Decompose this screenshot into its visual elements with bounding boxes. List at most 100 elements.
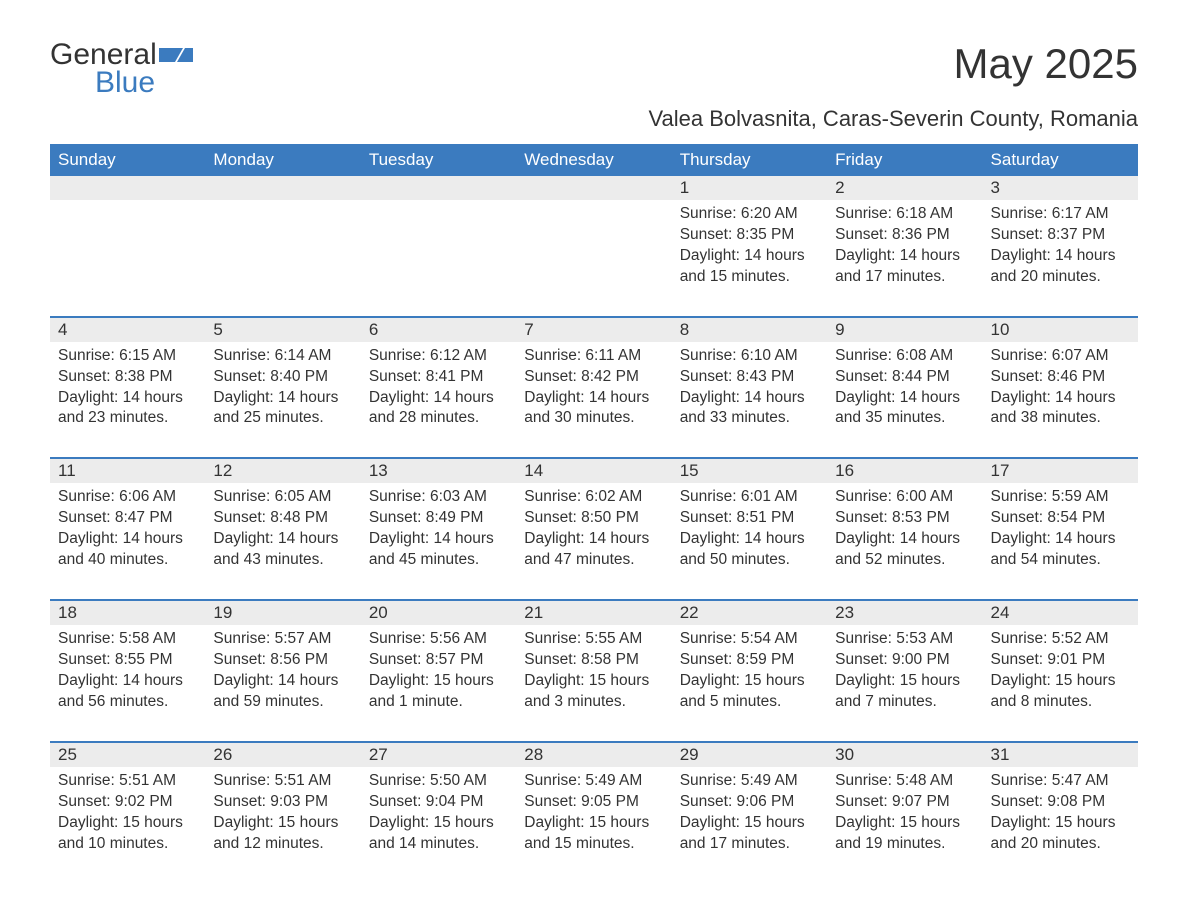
- day-detail-cell: Sunrise: 6:18 AMSunset: 8:36 PMDaylight:…: [827, 200, 982, 317]
- day-number-cell: 7: [516, 317, 671, 342]
- daylight-text: Daylight: 14 hours and 40 minutes.: [58, 529, 197, 571]
- sunset-text: Sunset: 8:47 PM: [58, 508, 197, 529]
- daylight-text: Daylight: 14 hours and 33 minutes.: [680, 388, 819, 430]
- day-detail-cell: Sunrise: 5:48 AMSunset: 9:07 PMDaylight:…: [827, 767, 982, 883]
- weekday-row: SundayMondayTuesdayWednesdayThursdayFrid…: [50, 144, 1138, 176]
- sunset-text: Sunset: 8:49 PM: [369, 508, 508, 529]
- calendar-table: SundayMondayTuesdayWednesdayThursdayFrid…: [50, 144, 1138, 882]
- sunrise-text: Sunrise: 6:02 AM: [524, 487, 663, 508]
- daylight-text: Daylight: 15 hours and 5 minutes.: [680, 671, 819, 713]
- detail-row: Sunrise: 5:51 AMSunset: 9:02 PMDaylight:…: [50, 767, 1138, 883]
- day-detail-cell: Sunrise: 6:03 AMSunset: 8:49 PMDaylight:…: [361, 483, 516, 600]
- sunrise-text: Sunrise: 6:06 AM: [58, 487, 197, 508]
- day-number-cell: 9: [827, 317, 982, 342]
- day-number-cell: 13: [361, 458, 516, 483]
- sunrise-text: Sunrise: 5:47 AM: [991, 771, 1130, 792]
- page-title: May 2025: [954, 40, 1138, 88]
- sunset-text: Sunset: 8:56 PM: [213, 650, 352, 671]
- day-number-cell: 28: [516, 742, 671, 767]
- day-detail-cell: Sunrise: 5:51 AMSunset: 9:02 PMDaylight:…: [50, 767, 205, 883]
- daylight-text: Daylight: 14 hours and 15 minutes.: [680, 246, 819, 288]
- sunset-text: Sunset: 8:50 PM: [524, 508, 663, 529]
- sunrise-text: Sunrise: 6:17 AM: [991, 204, 1130, 225]
- sunset-text: Sunset: 9:08 PM: [991, 792, 1130, 813]
- calendar-body: 123Sunrise: 6:20 AMSunset: 8:35 PMDaylig…: [50, 176, 1138, 882]
- day-number-cell: 17: [983, 458, 1138, 483]
- detail-row: Sunrise: 6:06 AMSunset: 8:47 PMDaylight:…: [50, 483, 1138, 600]
- sunrise-text: Sunrise: 6:05 AM: [213, 487, 352, 508]
- weekday-header: Sunday: [50, 144, 205, 176]
- day-detail-cell: Sunrise: 6:20 AMSunset: 8:35 PMDaylight:…: [672, 200, 827, 317]
- weekday-header: Friday: [827, 144, 982, 176]
- day-detail-cell: Sunrise: 6:05 AMSunset: 8:48 PMDaylight:…: [205, 483, 360, 600]
- daylight-text: Daylight: 14 hours and 30 minutes.: [524, 388, 663, 430]
- daylight-text: Daylight: 14 hours and 17 minutes.: [835, 246, 974, 288]
- sunset-text: Sunset: 8:48 PM: [213, 508, 352, 529]
- sunset-text: Sunset: 8:55 PM: [58, 650, 197, 671]
- day-number-cell: 1: [672, 176, 827, 200]
- day-number-cell: 18: [50, 600, 205, 625]
- sunset-text: Sunset: 8:43 PM: [680, 367, 819, 388]
- day-detail-cell: Sunrise: 6:12 AMSunset: 8:41 PMDaylight:…: [361, 342, 516, 459]
- daylight-text: Daylight: 15 hours and 12 minutes.: [213, 813, 352, 855]
- day-detail-cell: Sunrise: 5:54 AMSunset: 8:59 PMDaylight:…: [672, 625, 827, 742]
- sunrise-text: Sunrise: 5:53 AM: [835, 629, 974, 650]
- day-detail-cell: Sunrise: 6:14 AMSunset: 8:40 PMDaylight:…: [205, 342, 360, 459]
- sunset-text: Sunset: 9:06 PM: [680, 792, 819, 813]
- day-number-cell: 5: [205, 317, 360, 342]
- weekday-header: Wednesday: [516, 144, 671, 176]
- day-number-cell: 16: [827, 458, 982, 483]
- day-detail-cell: Sunrise: 5:51 AMSunset: 9:03 PMDaylight:…: [205, 767, 360, 883]
- day-number-cell: [50, 176, 205, 200]
- detail-row: Sunrise: 6:15 AMSunset: 8:38 PMDaylight:…: [50, 342, 1138, 459]
- sunset-text: Sunset: 8:36 PM: [835, 225, 974, 246]
- daylight-text: Daylight: 15 hours and 15 minutes.: [524, 813, 663, 855]
- sunset-text: Sunset: 8:40 PM: [213, 367, 352, 388]
- sunset-text: Sunset: 8:44 PM: [835, 367, 974, 388]
- day-number-cell: 27: [361, 742, 516, 767]
- day-number-cell: 6: [361, 317, 516, 342]
- location-subtitle: Valea Bolvasnita, Caras-Severin County, …: [50, 106, 1138, 132]
- day-number-cell: 11: [50, 458, 205, 483]
- daylight-text: Daylight: 14 hours and 35 minutes.: [835, 388, 974, 430]
- sunset-text: Sunset: 8:37 PM: [991, 225, 1130, 246]
- calendar-head: SundayMondayTuesdayWednesdayThursdayFrid…: [50, 144, 1138, 176]
- brand-logo: General Blue: [50, 40, 193, 98]
- sunrise-text: Sunrise: 6:00 AM: [835, 487, 974, 508]
- sunrise-text: Sunrise: 5:58 AM: [58, 629, 197, 650]
- day-detail-cell: Sunrise: 6:02 AMSunset: 8:50 PMDaylight:…: [516, 483, 671, 600]
- detail-row: Sunrise: 6:20 AMSunset: 8:35 PMDaylight:…: [50, 200, 1138, 317]
- daynum-row: 123: [50, 176, 1138, 200]
- day-number-cell: 12: [205, 458, 360, 483]
- sunset-text: Sunset: 9:03 PM: [213, 792, 352, 813]
- daynum-row: 11121314151617: [50, 458, 1138, 483]
- sunrise-text: Sunrise: 6:14 AM: [213, 346, 352, 367]
- day-number-cell: 10: [983, 317, 1138, 342]
- day-detail-cell: Sunrise: 6:17 AMSunset: 8:37 PMDaylight:…: [983, 200, 1138, 317]
- day-detail-cell: Sunrise: 5:56 AMSunset: 8:57 PMDaylight:…: [361, 625, 516, 742]
- daylight-text: Daylight: 14 hours and 56 minutes.: [58, 671, 197, 713]
- sunrise-text: Sunrise: 6:08 AM: [835, 346, 974, 367]
- day-number-cell: [361, 176, 516, 200]
- daylight-text: Daylight: 15 hours and 20 minutes.: [991, 813, 1130, 855]
- daylight-text: Daylight: 14 hours and 52 minutes.: [835, 529, 974, 571]
- day-number-cell: 19: [205, 600, 360, 625]
- daylight-text: Daylight: 14 hours and 47 minutes.: [524, 529, 663, 571]
- flag-icon: [159, 40, 193, 70]
- sunrise-text: Sunrise: 5:54 AM: [680, 629, 819, 650]
- weekday-header: Saturday: [983, 144, 1138, 176]
- day-detail-cell: [205, 200, 360, 317]
- day-number-cell: 24: [983, 600, 1138, 625]
- daylight-text: Daylight: 14 hours and 25 minutes.: [213, 388, 352, 430]
- daylight-text: Daylight: 14 hours and 20 minutes.: [991, 246, 1130, 288]
- sunrise-text: Sunrise: 5:48 AM: [835, 771, 974, 792]
- sunrise-text: Sunrise: 6:12 AM: [369, 346, 508, 367]
- day-number-cell: 21: [516, 600, 671, 625]
- day-detail-cell: Sunrise: 5:53 AMSunset: 9:00 PMDaylight:…: [827, 625, 982, 742]
- sunset-text: Sunset: 9:02 PM: [58, 792, 197, 813]
- day-number-cell: 29: [672, 742, 827, 767]
- sunset-text: Sunset: 8:54 PM: [991, 508, 1130, 529]
- daylight-text: Daylight: 15 hours and 14 minutes.: [369, 813, 508, 855]
- sunrise-text: Sunrise: 5:56 AM: [369, 629, 508, 650]
- daylight-text: Daylight: 15 hours and 8 minutes.: [991, 671, 1130, 713]
